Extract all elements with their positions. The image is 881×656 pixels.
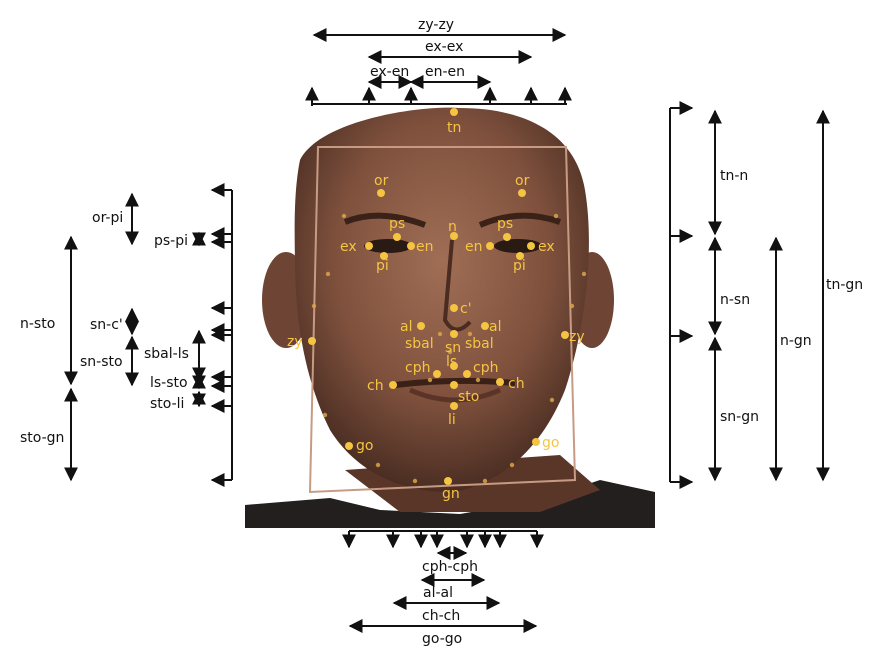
- landmark-label-go-right: go: [542, 435, 559, 451]
- landmark-label-go-left: go: [356, 438, 373, 454]
- landmark-label-c-prime: c': [460, 301, 472, 317]
- landmark-ch-left-dot: [389, 381, 397, 389]
- landmark-go-left-dot: [345, 442, 353, 450]
- landmark-or-right-dot: [518, 189, 526, 197]
- top-measurements: [305, 28, 572, 106]
- left-eye: [364, 239, 412, 253]
- landmark-ex-right-dot: [527, 242, 535, 250]
- landmark-cph-right-dot: [463, 370, 471, 378]
- landmark-label-ch-right: ch: [508, 376, 525, 392]
- landmark-al-right-dot: [481, 322, 489, 330]
- face-bounding-box: [308, 146, 577, 494]
- landmark-go-right-dot: [532, 438, 540, 446]
- landmark-label-en-left: en: [416, 239, 434, 255]
- shirt-shape: [245, 480, 655, 528]
- landmark-label-or-right: or: [515, 173, 530, 189]
- landmark-zy-right-dot: [561, 331, 569, 339]
- landmark-label-cph-right: cph: [473, 360, 498, 376]
- landmark-label-pi-right: pi: [513, 258, 526, 274]
- landmark-label-ch-left: ch: [367, 378, 384, 394]
- landmark-en-left-dot: [407, 242, 415, 250]
- left-measurements: [64, 183, 233, 487]
- measure-label-go-go: go-go: [422, 631, 462, 647]
- landmark-label-ls: ls: [446, 354, 457, 370]
- landmark-label-li: li: [448, 412, 456, 428]
- measure-label-ex-ex: ex-ex: [425, 39, 463, 55]
- landmark-label-sn: sn: [445, 340, 461, 356]
- landmark-label-zy-right: zy: [569, 329, 585, 345]
- measure-label-sto-gn: sto-gn: [20, 430, 64, 446]
- landmark-or-left-dot: [377, 189, 385, 197]
- landmark-pi-left-dot: [380, 252, 388, 260]
- measure-label-tn-n: tn-n: [720, 168, 748, 184]
- landmark-label-ps-right: ps: [497, 216, 513, 232]
- head-shape: [294, 107, 589, 493]
- landmark-ps-right-dot: [503, 233, 511, 241]
- right-measurements: [669, 101, 830, 489]
- measure-label-n-sto: n-sto: [20, 316, 55, 332]
- landmark-label-ex-left: ex: [340, 239, 357, 255]
- measure-label-sbal-ls: sbal-ls: [144, 346, 189, 362]
- landmark-pi-right-dot: [516, 252, 524, 260]
- measure-label-tn-gn: tn-gn: [826, 277, 863, 293]
- landmark-li-dot: [450, 402, 458, 410]
- measure-label-sto-li: sto-li: [150, 396, 184, 412]
- landmark-ls-dot: [450, 362, 458, 370]
- measure-label-sn-c-prime: sn-c': [90, 317, 123, 333]
- landmark-label-pi-left: pi: [376, 258, 389, 274]
- measure-label-n-sn: n-sn: [720, 292, 750, 308]
- measure-label-cph-cph: cph-cph: [422, 559, 478, 575]
- landmark-n-dot: [450, 232, 458, 240]
- landmark-label-al-left: al: [400, 319, 412, 335]
- landmark-labels: tn or or ps ps ex en n en ex pi pi c' al…: [287, 120, 585, 502]
- landmark-ps-left-dot: [393, 233, 401, 241]
- landmark-dots: [308, 108, 569, 485]
- measure-label-zy-zy: zy-zy: [418, 17, 454, 33]
- measure-label-al-al: al-al: [423, 585, 453, 601]
- landmark-sn-dot: [450, 330, 458, 338]
- landmark-tn-dot: [450, 108, 458, 116]
- lower-lip: [408, 387, 502, 403]
- landmark-gn-dot: [444, 477, 452, 485]
- landmark-label-al-right: al: [489, 319, 501, 335]
- landmark-sto-dot: [450, 381, 458, 389]
- landmark-label-ps-left: ps: [389, 216, 405, 232]
- measure-label-ps-pi: ps-pi: [154, 233, 188, 249]
- nose-shape: [442, 239, 472, 332]
- landmark-label-sbal-right: sbal: [465, 336, 494, 352]
- landmark-label-tn: tn: [447, 120, 461, 136]
- measure-label-ex-en: ex-en: [370, 64, 409, 80]
- measure-label-or-pi: or-pi: [92, 210, 123, 226]
- measure-label-ls-sto: ls-sto: [150, 375, 188, 391]
- landmark-en-right-dot: [486, 242, 494, 250]
- landmark-label-cph-left: cph: [405, 360, 430, 376]
- landmark-label-zy-left: zy: [287, 334, 303, 350]
- landmark-label-ex-right: ex: [538, 239, 555, 255]
- bottom-measurements: [342, 530, 544, 633]
- landmark-ex-left-dot: [365, 242, 373, 250]
- landmark-zy-left-dot: [308, 337, 316, 345]
- landmark-c-prime-dot: [450, 304, 458, 312]
- measure-label-en-en: en-en: [425, 64, 465, 80]
- landmark-label-n: n: [448, 219, 457, 235]
- measure-label-sn-sto: sn-sto: [80, 354, 123, 370]
- face-photo: [245, 107, 655, 528]
- landmark-label-gn: gn: [442, 486, 460, 502]
- measure-label-sn-gn: sn-gn: [720, 409, 759, 425]
- landmark-cph-left-dot: [433, 370, 441, 378]
- landmark-ch-right-dot: [496, 378, 504, 386]
- left-brow: [343, 212, 427, 228]
- landmark-label-sto: sto: [458, 389, 479, 405]
- right-brow: [478, 212, 561, 228]
- landmark-al-left-dot: [417, 322, 425, 330]
- landmark-label-en-right: en: [465, 239, 483, 255]
- measure-label-ch-ch: ch-ch: [422, 608, 460, 624]
- measure-label-n-gn: n-gn: [780, 333, 812, 349]
- landmark-label-sbal-left: sbal: [405, 336, 434, 352]
- landmark-label-or-left: or: [374, 173, 389, 189]
